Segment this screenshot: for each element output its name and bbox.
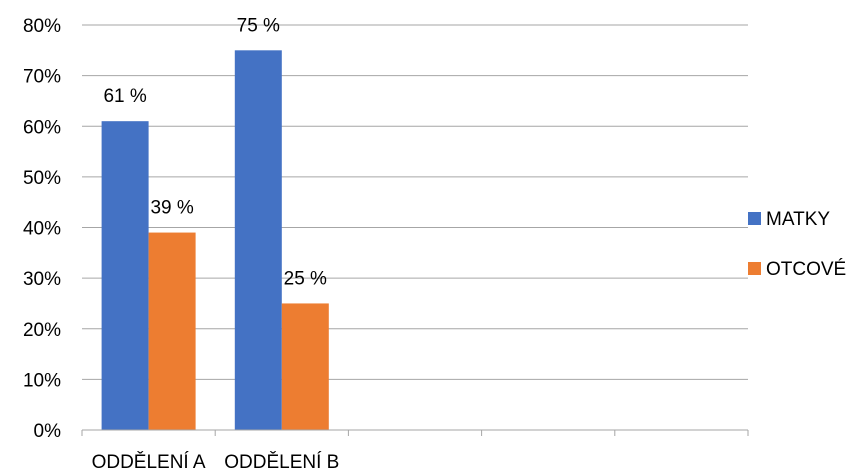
x-tick-label: ODDĚLENÍ B <box>224 451 339 473</box>
y-tick-label: 50% <box>23 168 61 189</box>
legend-swatch-otcové <box>748 262 761 275</box>
y-tick-label: 20% <box>23 320 61 341</box>
legend: MATKY OTCOVÉ <box>748 209 846 280</box>
y-tick-label: 60% <box>23 117 61 138</box>
data-label: 39 % <box>150 198 193 219</box>
bar-otcové <box>148 232 196 430</box>
bars <box>101 50 329 430</box>
x-axis: ODDĚLENÍ A ODDĚLENÍ B <box>81 429 749 473</box>
data-label: 75 % <box>237 15 280 36</box>
bar-matky <box>234 50 282 430</box>
data-labels: 61 % 39 % 75 % 25 % <box>103 15 327 289</box>
bar-otcové <box>281 303 329 430</box>
y-tick-label: 70% <box>23 67 61 88</box>
y-tick-label: 10% <box>23 370 61 391</box>
data-label: 61 % <box>103 86 146 107</box>
bar-matky <box>101 121 149 430</box>
legend-swatch-matky <box>748 212 761 225</box>
x-tick-label: ODDĚLENÍ A <box>92 451 206 473</box>
legend-label: MATKY <box>766 209 830 230</box>
y-tick-label: 80% <box>23 16 61 37</box>
legend-label: OTCOVÉ <box>766 259 846 280</box>
y-axis-tick-labels: 0% 10% 20% 30% 40% 50% 60% 70% 80% <box>23 16 61 442</box>
y-tick-label: 40% <box>23 219 61 240</box>
data-label: 25 % <box>284 268 327 289</box>
y-tick-label: 30% <box>23 269 61 290</box>
y-tick-label: 0% <box>34 421 62 442</box>
